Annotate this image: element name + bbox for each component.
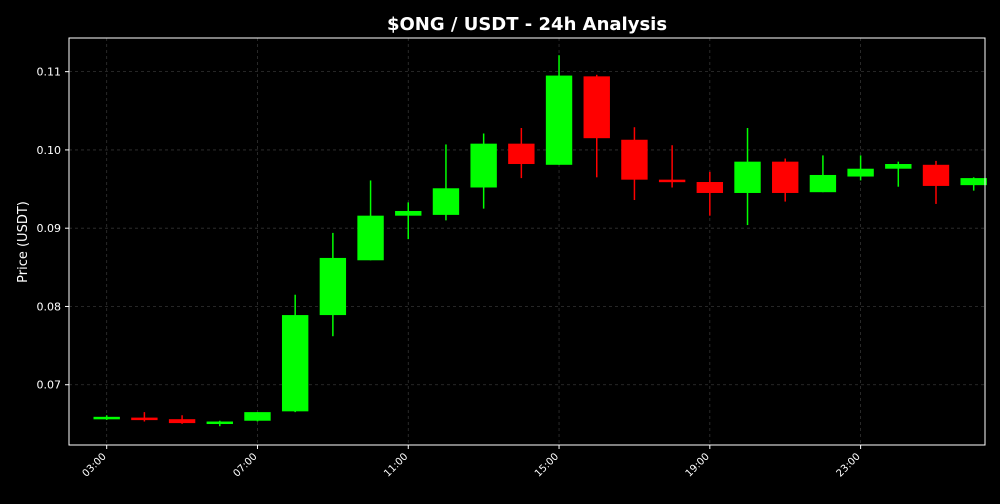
y-tick-label: 0.07 — [37, 379, 62, 392]
candle-body — [734, 161, 761, 193]
plot-frame — [68, 37, 986, 446]
candle-up — [281, 294, 309, 413]
y-tick-label: 0.10 — [37, 144, 62, 157]
candle-body — [319, 257, 347, 316]
candle-down — [583, 74, 610, 178]
candle-body — [432, 188, 460, 215]
candle-body — [545, 75, 573, 165]
candle-down — [168, 415, 196, 424]
candle-down — [772, 158, 799, 202]
candle-down — [922, 160, 950, 204]
candle-down — [658, 145, 686, 188]
candle-up — [809, 155, 837, 193]
candle-body — [357, 215, 384, 261]
y-tick-label: 0.11 — [37, 66, 62, 79]
candle-body — [395, 210, 422, 216]
candle-up — [734, 128, 761, 226]
candle-up — [885, 161, 912, 187]
candle-up — [319, 232, 347, 337]
candle-body — [772, 161, 799, 193]
y-tick-label: 0.09 — [37, 222, 62, 235]
y-tick-label: 0.08 — [37, 300, 62, 313]
candle-up — [545, 55, 573, 165]
candle-up — [432, 144, 460, 221]
y-axis-label: Price (USDT) — [16, 201, 31, 283]
candle-body — [281, 315, 309, 412]
candle-body — [583, 76, 610, 139]
candle-body — [131, 417, 158, 421]
candle-body — [470, 143, 497, 188]
candle-down — [696, 171, 724, 216]
y-axis-ticks: 0.07 0.08 0.09 0.10 0.11 — [37, 66, 69, 392]
candles — [93, 55, 987, 427]
candle-body — [244, 412, 271, 421]
candle-body — [696, 182, 724, 193]
candle-up — [244, 412, 271, 422]
candle-up — [93, 415, 120, 420]
candle-body — [206, 421, 233, 425]
candle-up — [206, 420, 233, 427]
candle-up — [960, 177, 987, 191]
candle-body — [960, 178, 987, 186]
candle-body — [658, 179, 686, 183]
candle-body — [168, 419, 196, 424]
chart-title: $ONG / USDT - 24h Analysis — [387, 14, 667, 35]
candle-body — [922, 164, 950, 186]
candle-body — [508, 143, 535, 165]
candle-up — [847, 155, 874, 181]
candle-body — [885, 164, 912, 169]
candle-body — [847, 168, 874, 177]
candle-down — [131, 412, 158, 422]
candle-down — [508, 128, 535, 179]
candle-body — [621, 139, 648, 180]
candle-up — [395, 202, 422, 240]
candle-up — [470, 133, 497, 209]
candle-up — [357, 180, 384, 261]
candle-body — [93, 416, 120, 420]
candle-down — [621, 127, 648, 201]
candle-body — [809, 174, 837, 193]
